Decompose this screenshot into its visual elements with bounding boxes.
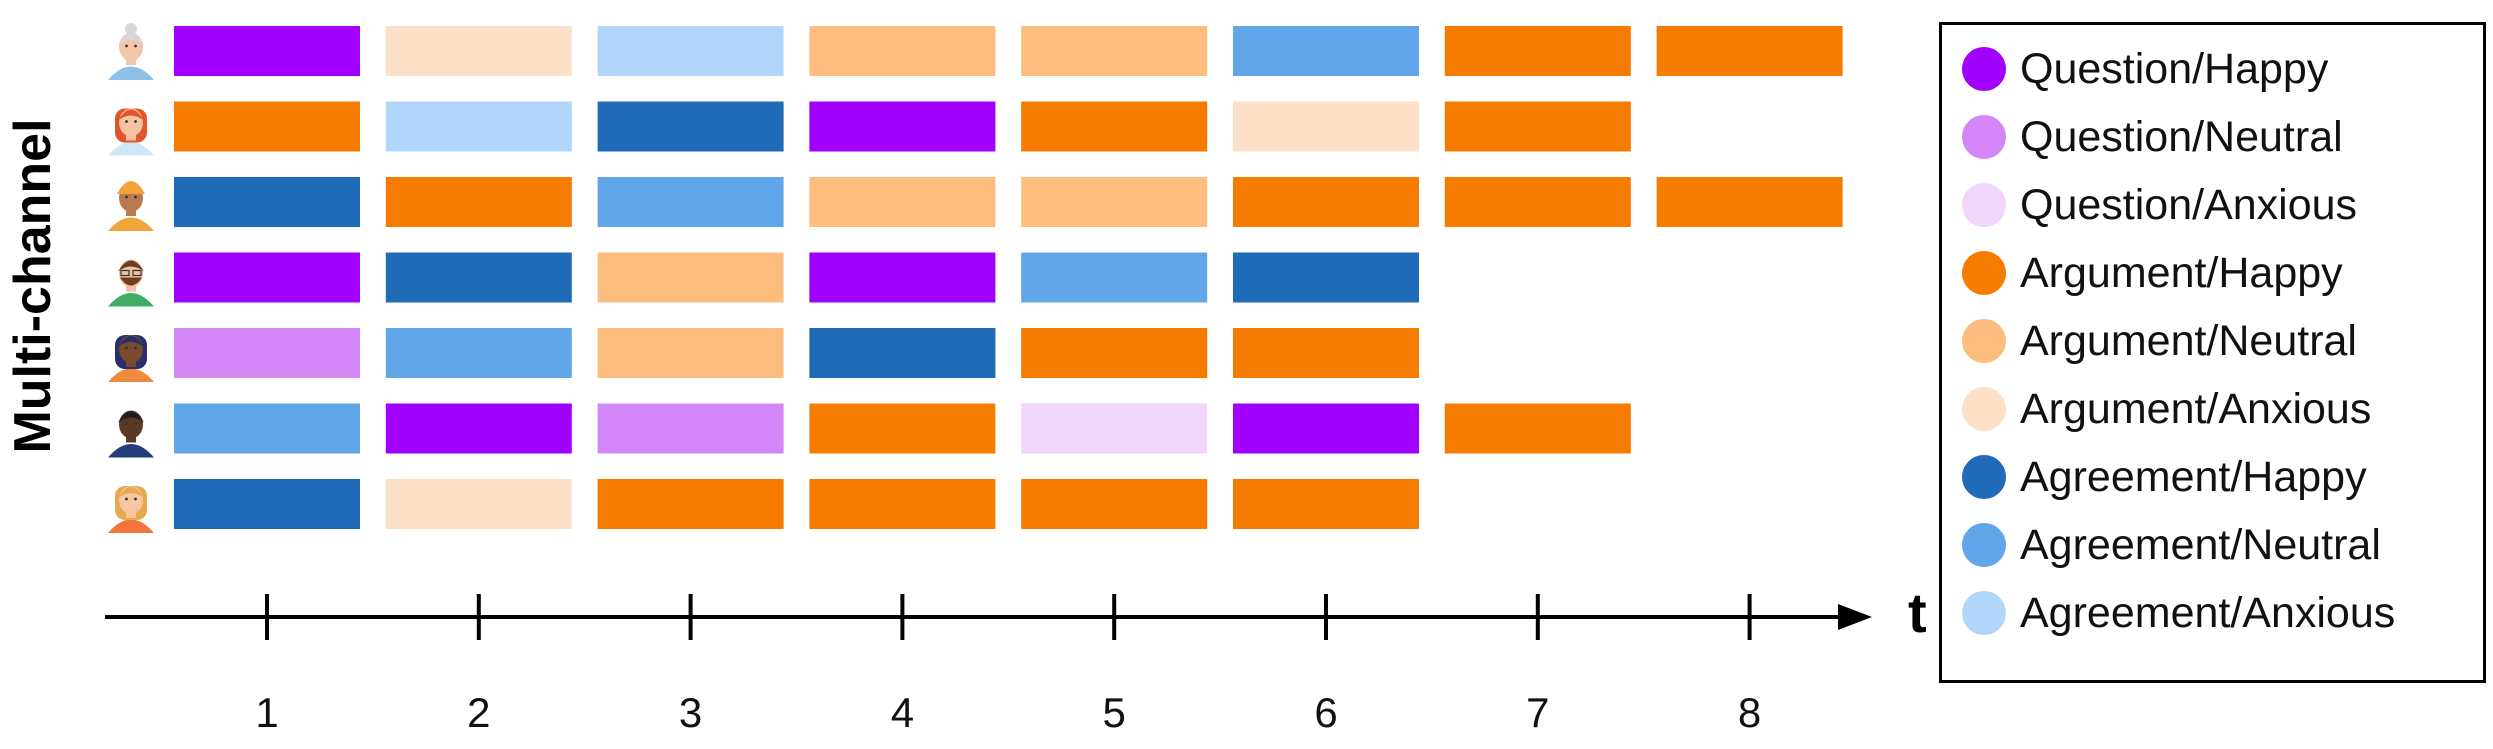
axis-arrowhead [1838,604,1872,630]
tick-label: 1 [255,689,278,736]
side-title: Multi-channel [4,118,62,454]
utterance-block [174,26,360,76]
legend-swatch-icon [1962,47,2006,91]
utterance-block [174,252,360,303]
utterance-block [1233,177,1419,227]
utterance-block [1233,101,1419,152]
legend: Question/Happy Question/Neutral Question/A… [1939,22,2486,683]
utterance-block [1021,479,1208,529]
avatar-dark-skin-suit-icon [108,410,154,458]
utterance-block [809,479,996,529]
legend-item: Question/Neutral [1962,103,2343,171]
avatar-blonde-hair-icon [108,486,154,533]
legend-swatch-icon [1962,523,2006,567]
utterance-block [1444,403,1631,454]
legend-item: Question/Anxious [1962,171,2357,239]
utterance-block [1656,26,1843,76]
utterance-block [174,101,360,152]
utterance-block [597,101,784,152]
legend-item: Question/Happy [1962,35,2328,103]
utterance-block [597,26,784,76]
utterance-block [597,479,784,529]
utterance-blocks [174,26,1843,529]
legend-swatch-icon [1962,455,2006,499]
utterance-block [385,26,572,76]
tick-label: 8 [1738,689,1761,736]
utterance-block [597,328,784,378]
utterance-block [809,26,996,76]
legend-swatch-icon [1962,183,2006,227]
avatar-red-hair-icon [108,108,154,156]
tick-label: 7 [1526,689,1549,736]
legend-swatch-icon [1962,115,2006,159]
utterance-block [1233,26,1419,76]
utterance-block [385,252,572,303]
avatar-braids-icon [108,335,154,382]
utterance-block [1656,177,1843,227]
utterance-block [597,252,784,303]
utterance-block [1233,252,1419,303]
legend-item: Argument/Neutral [1962,307,2357,375]
utterance-block [385,101,572,152]
utterance-block [385,328,572,378]
utterance-block [809,328,996,378]
legend-label: Argument/Anxious [2020,384,2372,433]
legend-item: Argument/Happy [1962,239,2343,307]
legend-swatch-icon [1962,387,2006,431]
utterance-block [1021,26,1208,76]
legend-item: Agreement/Happy [1962,443,2367,511]
utterance-block [597,403,784,454]
utterance-block [1021,403,1208,454]
utterance-block [385,403,572,454]
tick-label: 4 [891,689,914,736]
utterance-block [809,403,996,454]
tick-label: 3 [679,689,702,736]
legend-label: Agreement/Anxious [2020,588,2396,637]
legend-label: Question/Anxious [2020,180,2358,229]
legend-label: Agreement/Happy [2020,452,2367,501]
legend-swatch-icon [1962,319,2006,363]
legend-item: Agreement/Neutral [1962,511,2381,579]
legend-swatch-icon [1962,591,2006,635]
utterance-block [1233,328,1419,378]
time-axis: t 1 2 3 4 5 6 7 8 [105,581,1927,736]
tick-label: 5 [1103,689,1126,736]
utterance-block [1021,101,1208,152]
legend-label: Question/Happy [2020,44,2329,93]
legend-item: Argument/Anxious [1962,375,2371,443]
utterance-block [174,328,360,378]
utterance-block [809,252,996,303]
utterance-block [809,177,996,227]
legend-label: Argument/Neutral [2020,316,2357,365]
utterance-block [1021,177,1208,227]
utterance-block [174,177,360,227]
utterance-block [1444,177,1631,227]
utterance-block [1233,479,1419,529]
axis-label-t: t [1908,581,1927,644]
legend-swatch-icon [1962,251,2006,295]
legend-label: Agreement/Neutral [2020,520,2381,569]
avatar-turban-icon [108,181,154,231]
avatar-elderly-gray-hair-icon [108,23,154,80]
utterance-block [809,101,996,152]
legend-label: Question/Neutral [2020,112,2343,161]
tick-label: 6 [1314,689,1337,736]
utterance-block [1021,252,1208,303]
utterance-block [1444,101,1631,152]
utterance-block [385,479,572,529]
legend-item: Agreement/Anxious [1962,579,2395,647]
tick-label: 2 [467,689,490,736]
utterance-block [174,479,360,529]
utterance-block [174,403,360,454]
utterance-block [597,177,784,227]
legend-label: Argument/Happy [2020,248,2343,297]
utterance-block [385,177,572,227]
utterance-block [1233,403,1419,454]
avatar-column [108,23,154,533]
avatar-beard-glasses-icon [108,259,154,307]
utterance-block [1444,26,1631,76]
utterance-block [1021,328,1208,378]
